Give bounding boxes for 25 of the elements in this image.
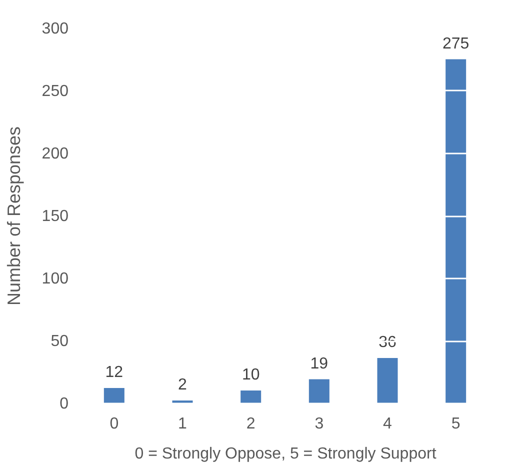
y-tick-label: 0 <box>60 396 69 412</box>
y-tick-label: 200 <box>42 146 69 162</box>
bar <box>446 59 466 403</box>
y-tick-label: 250 <box>42 83 69 100</box>
bar <box>104 388 124 403</box>
y-tick-label: 100 <box>42 270 69 288</box>
data-label: 275 <box>442 35 470 52</box>
data-label: 10 <box>242 366 260 384</box>
y-tick-label: 300 <box>42 20 69 38</box>
data-label: 19 <box>310 355 328 372</box>
y-tick-label: 150 <box>42 208 69 225</box>
data-label: 12 <box>105 364 124 381</box>
y-tick-label: 50 <box>50 333 69 350</box>
y-axis-title: Number of Responses <box>4 126 24 306</box>
x-tick-label: 1 <box>178 416 188 432</box>
x-tick-label: 0 <box>110 416 119 432</box>
bar <box>308 379 330 403</box>
x-tick-label: 2 <box>246 416 256 432</box>
x-tick-label: 4 <box>383 416 392 432</box>
data-label: 2 <box>178 376 188 394</box>
x-axis-title: 0 = Strongly Oppose, 5 = Strongly Support <box>134 446 437 462</box>
x-tick-label: 3 <box>314 416 324 432</box>
bar <box>240 390 262 403</box>
bar <box>377 358 398 403</box>
x-tick-label: 5 <box>451 416 460 432</box>
